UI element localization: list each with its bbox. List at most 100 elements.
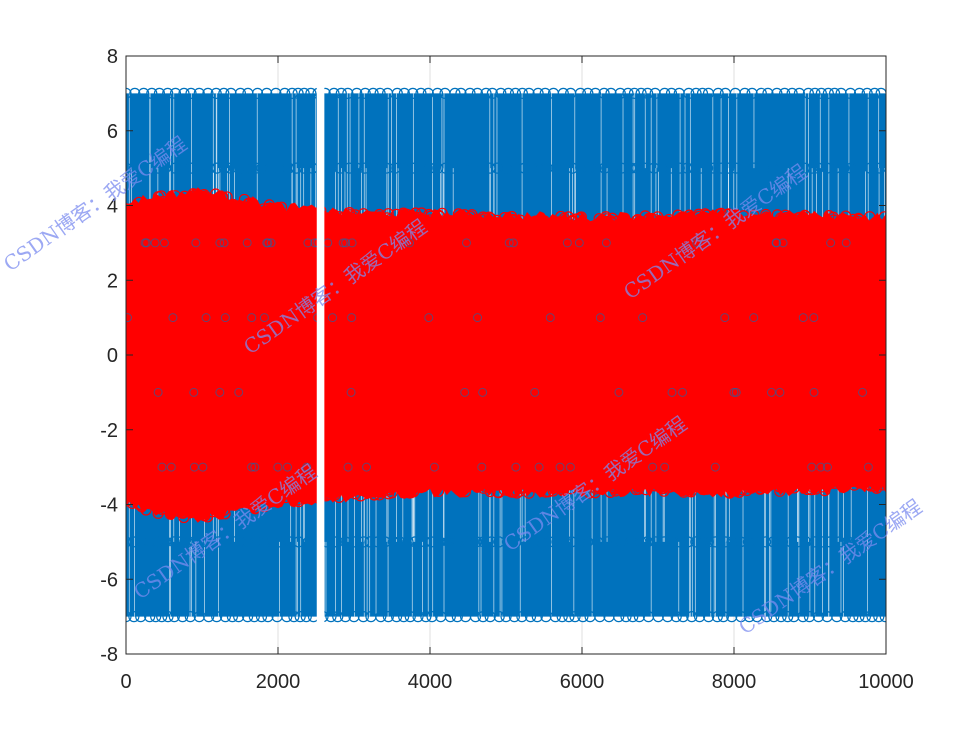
series-blue-marker [471,87,484,99]
series-blue-marker [211,611,223,623]
series-blue-marker [493,611,505,623]
series-blue-marker [742,536,755,548]
series-blue-marker [135,611,147,623]
series-red-marker [343,206,356,219]
series-blue-marker [826,238,836,248]
series-blue-marker [702,536,714,548]
series-red-marker [126,202,138,214]
series-blue-marker [657,162,669,174]
series-blue-marker [281,611,293,623]
series-blue-marker [816,462,826,472]
series-blue-marker [509,162,521,174]
series-blue-marker [425,536,438,548]
series-red-marker [396,212,408,224]
series-blue-marker [874,162,886,174]
series-blue-marker [681,162,693,174]
series-blue-marker [402,536,414,548]
series-red-marker [741,484,753,497]
series-blue-marker [729,387,739,397]
series-blue-marker [779,87,791,99]
series-blue-marker [265,162,277,174]
x-tick-label: 6000 [560,671,605,693]
series-blue-marker [398,162,410,174]
series-blue-marker [152,162,165,174]
series-blue-marker [415,162,427,174]
series-blue-marker [185,162,197,174]
y-tick-label: 4 [107,196,118,218]
series-red-marker [238,193,250,206]
series-red-band [126,187,886,523]
series-blue-marker [226,611,238,623]
series-blue-marker [358,536,370,548]
series-red-marker [787,213,799,225]
series-red-marker [328,209,340,221]
series-blue-marker [478,387,488,397]
series-blue-marker [215,238,225,248]
series-blue-marker [690,536,702,548]
series-blue-marker [828,87,841,99]
series-blue-marker [348,611,360,623]
series-blue-marker [516,87,528,99]
series-blue-marker [342,87,354,99]
series-blue-marker [842,536,854,548]
series-blue-marker [708,162,720,174]
series-red-marker [505,479,517,492]
series-blue-marker [595,313,605,323]
series-blue-marker [719,536,731,548]
series-blue-marker [712,87,724,99]
series-blue-marker [212,536,224,548]
series-red-marker [799,209,811,221]
series-blue-marker [557,87,569,99]
series-blue-marker [203,162,215,174]
series-blue-marker [659,87,671,99]
series-blue-marker [473,313,483,323]
series-red-marker [529,215,541,227]
series-red-marker [228,499,241,511]
series-blue-marker [872,536,884,548]
series-blue-marker [288,611,300,623]
series-blue-marker [791,162,803,174]
series-blue-marker [590,162,602,174]
series-blue-marker [367,162,380,174]
series-blue-marker [211,162,223,174]
series-blue-marker [717,611,729,623]
series-blue-marker [135,536,147,548]
series-red-marker [299,209,311,221]
series-blue-marker [550,162,562,174]
series-blue-marker [797,611,809,623]
series-blue-marker [775,611,787,623]
series-red-marker [217,191,229,203]
series-red-marker [649,480,661,492]
series-blue-marker [652,611,664,623]
series-red-marker [185,507,197,519]
series-blue-marker [234,162,246,174]
series-red-marker [878,211,886,223]
series-blue-marker [282,462,292,472]
series-blue-marker [575,536,587,548]
series-blue-marker [530,387,540,397]
series-blue-marker [767,536,780,548]
series-red-marker [413,211,425,223]
series-red-marker [713,208,725,220]
series-blue-marker [219,238,229,248]
series-blue-marker [250,536,262,548]
series-blue-marker [292,87,304,99]
series-blue-marker [188,536,200,548]
series-blue-marker [746,87,758,99]
series-blue-marker [145,162,157,174]
series-red-marker [280,491,292,504]
series-blue-marker [762,87,774,99]
series-blue-marker [181,536,193,548]
series-blue-marker [642,87,654,99]
series-blue-marker [175,536,187,548]
series-blue-marker [798,162,810,174]
series-red-marker [191,505,203,517]
series-blue-marker [225,162,237,174]
series-blue-marker [144,536,156,548]
ticks: 0 2000 4000 6000 8000 10000 -8 -6 -4 -2 0 2 4 6 8 [100,46,914,693]
series-blue-marker [589,87,602,99]
series-blue-marker [469,611,482,623]
series-blue-marker [730,162,742,174]
series-blue-marker [420,611,432,623]
series-red-marker [635,215,648,228]
